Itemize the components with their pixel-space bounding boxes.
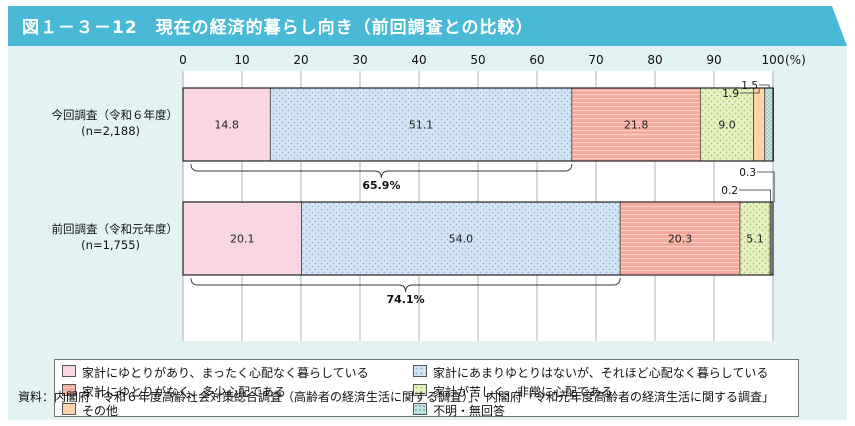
legend-swatch: [62, 365, 76, 377]
legend-swatch: [413, 365, 427, 377]
legend-swatch: [62, 384, 76, 396]
bar-value-label: 20.1: [230, 233, 255, 246]
bar-value-label: 1.5: [741, 80, 758, 92]
legend-label: 家計にゆとりがあり、まったく心配なく暮らしている: [82, 366, 369, 380]
bar-value-label: 14.8: [214, 119, 239, 132]
bar-value-label: 20.3: [668, 233, 693, 246]
x-tick-label: 80: [647, 53, 662, 67]
x-tick-label: 100: [762, 53, 785, 67]
brace-total-label: 74.1%: [387, 293, 425, 306]
x-tick-label: 50: [470, 53, 485, 67]
figure-title: 図１－３－12 現在の経済的暮らし向き（前回調査との比較）: [22, 18, 534, 38]
bar-segment: [700, 87, 754, 162]
title-banner: [8, 6, 847, 46]
x-tick-label: 20: [293, 53, 308, 67]
legend-label: 家計にゆとりがなく、多少心配である: [82, 385, 286, 399]
bar-segment: [301, 201, 621, 276]
x-tick-label: 10: [234, 53, 249, 67]
total-brace: [190, 163, 573, 179]
category-label: 前回調査（令和元年度）: [52, 222, 179, 236]
x-tick-label: 90: [706, 53, 721, 67]
category-label: 今回調査（令和６年度）: [52, 108, 179, 122]
bar-value-label: 54.0: [449, 233, 474, 246]
bar-outline: [182, 201, 774, 276]
x-tick-label: 70: [588, 53, 603, 67]
leader-line: [740, 88, 760, 94]
bar-value-label: 9.0: [718, 119, 736, 132]
total-brace: [190, 277, 621, 293]
category-n-label: (n=2,188): [81, 124, 140, 138]
unit-label: (%): [785, 53, 806, 67]
bar-value-label: 21.8: [624, 119, 649, 132]
bar-value-label: 0.3: [739, 167, 756, 179]
leader-line: [759, 84, 770, 88]
legend-label: 家計にあまりゆとりはないが、それほど心配なく暮らしている: [433, 366, 769, 380]
source-note: 資料：内閣府「令和６年度高齢社会対策総合調査（高齢者の経済生活に関する調査）」、…: [18, 390, 775, 404]
legend-label: 家計が苦しく、非常に心配である: [433, 385, 613, 399]
bar-segment: [764, 87, 774, 162]
bar-value-label: 0.2: [721, 185, 738, 197]
bar-segment: [619, 201, 741, 276]
leader-line: [757, 171, 775, 202]
x-tick-label: 40: [411, 53, 426, 67]
bar-value-label: 1.9: [722, 88, 739, 100]
bar-segment: [571, 87, 701, 162]
legend-swatch: [413, 403, 427, 415]
bar-segment: [182, 201, 302, 276]
x-tick-label: 0: [179, 53, 187, 67]
bar-value-label: 51.1: [409, 119, 434, 132]
category-n-label: (n=1,755): [81, 238, 140, 252]
legend-label: その他: [82, 404, 119, 418]
bar-segment: [753, 87, 766, 162]
stacked-bar-chart: 0 10 20 30 40 50 60 70 80 90 100 (%) 今回調査（令和６年度） (n=…: [52, 53, 806, 341]
legend-swatch: [62, 403, 76, 415]
legend-swatch: [413, 384, 427, 396]
leader-line: [739, 189, 772, 202]
brace-total-label: 65.9%: [362, 179, 400, 192]
bar-outline: [182, 87, 774, 162]
legend-label: 不明・無回答: [433, 404, 506, 418]
x-tick-label: 60: [529, 53, 544, 67]
figure-panel: 0 10 20 30 40 50 60 70 80 90 100 (%) 今回調査（令和６年度） (n=…: [8, 46, 847, 420]
x-tick-label: 30: [352, 53, 367, 67]
bar-value-label: 5.1: [746, 233, 764, 246]
